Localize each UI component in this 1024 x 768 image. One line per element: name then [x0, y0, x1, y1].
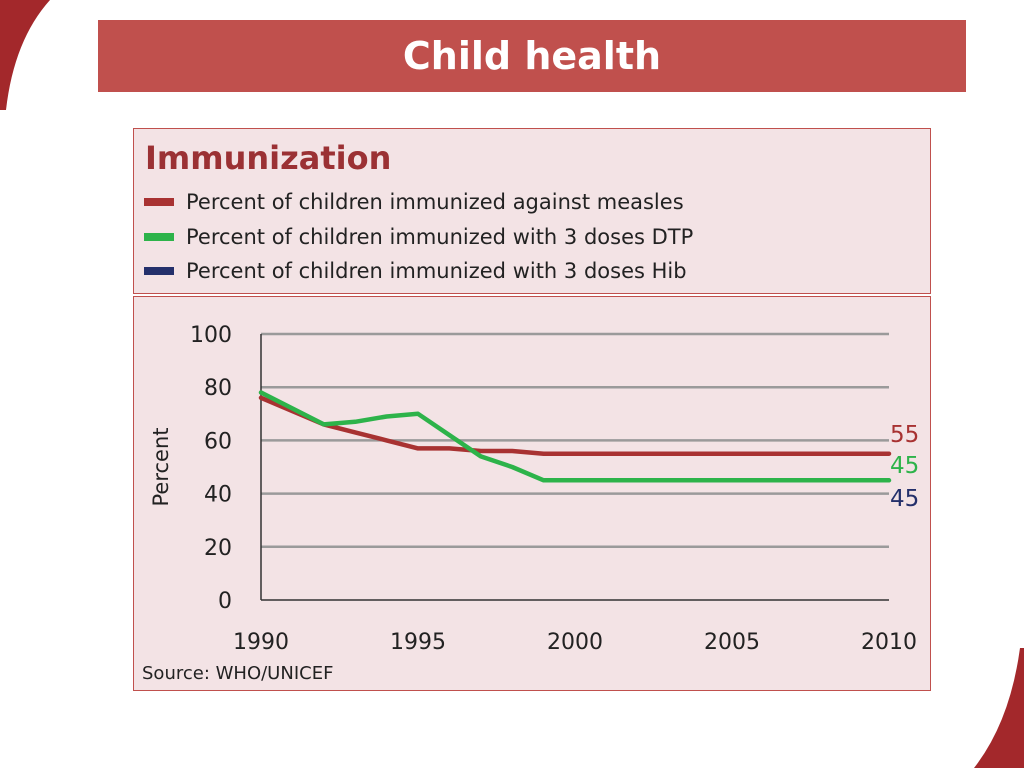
end-value-label-2: 45	[890, 486, 919, 512]
slide-title: Child health	[402, 34, 662, 78]
legend-label-hib: Percent of children immunized with 3 dos…	[186, 259, 687, 283]
x-tick-label-2005: 2005	[704, 630, 760, 655]
end-value-label-1: 45	[890, 453, 919, 479]
series-line-0	[258, 395, 892, 456]
y-tick-label-60: 60	[204, 429, 232, 454]
y-tick-label-80: 80	[204, 376, 232, 401]
legend-label-dtp: Percent of children immunized with 3 dos…	[186, 225, 694, 249]
x-tick-label-1995: 1995	[390, 630, 446, 655]
y-tick-label-0: 0	[218, 589, 232, 614]
legend-panel: Immunization Percent of children immuniz…	[133, 128, 931, 294]
legend-label-measles: Percent of children immunized against me…	[186, 190, 684, 214]
legend-swatch-dtp	[144, 233, 174, 241]
legend-item-dtp: Percent of children immunized with 3 dos…	[144, 222, 693, 252]
y-tick-label-40: 40	[204, 483, 232, 508]
chart-panel: 0 20 40 60 80 100 1990 1995 2000 2005 2010 Percent 5…	[133, 296, 931, 691]
legend-swatch-measles	[144, 198, 174, 206]
end-value-label-0: 55	[890, 422, 919, 448]
x-tick-label-2010: 2010	[861, 630, 917, 655]
corner-swoosh-bottom-right	[974, 648, 1024, 768]
corner-swoosh-top-left	[0, 0, 50, 110]
source-note: Source: WHO/UNICEF	[142, 663, 334, 684]
y-axis-label: Percent	[149, 427, 173, 506]
x-tick-label-1990: 1990	[233, 630, 289, 655]
legend-title: Immunization	[145, 139, 392, 177]
y-tick-label-100: 100	[190, 323, 232, 348]
x-tick-label-2000: 2000	[547, 630, 603, 655]
legend-swatch-hib	[144, 267, 174, 275]
legend-item-hib: Percent of children immunized with 3 dos…	[144, 256, 687, 286]
legend-item-measles: Percent of children immunized against me…	[144, 187, 684, 217]
series-line-1	[258, 390, 892, 483]
y-tick-label-20: 20	[204, 536, 232, 561]
immunization-line-chart: 0 20 40 60 80 100 1990 1995 2000 2005 2010 Percent 5…	[149, 323, 919, 655]
slide-title-bar: Child health	[98, 20, 966, 92]
